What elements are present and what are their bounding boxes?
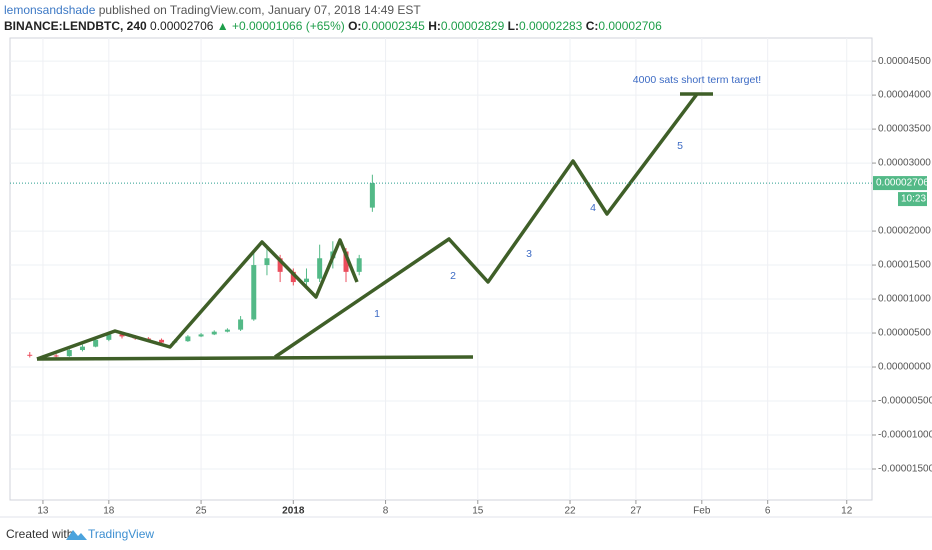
x-tick-label: 25: [196, 506, 208, 517]
annotation: 1: [374, 308, 380, 320]
y-tick-label: 0.00000500: [878, 328, 931, 339]
annotation: 4: [590, 202, 596, 214]
footer-text: Created with: [6, 527, 73, 541]
ohlc-label: H:: [428, 19, 441, 33]
plot-frame: [9, 37, 873, 501]
x-tick-label: 12: [841, 506, 853, 517]
annotation: 2: [450, 270, 456, 282]
candle-body: [159, 339, 165, 343]
annotation: 5: [677, 140, 683, 152]
candle-body: [343, 251, 349, 272]
last-price-label: 0.00002706: [876, 178, 929, 189]
published: published on TradingView.com, January 07…: [98, 3, 421, 17]
ohlc-label: C:: [585, 19, 599, 33]
x-tick-label: 6: [765, 506, 771, 517]
candle-body: [303, 278, 309, 283]
ohlc-label: L:: [507, 19, 519, 33]
candle-body: [224, 329, 230, 332]
candle-body: [185, 336, 191, 342]
ohlc-value: 0.00002706: [598, 19, 662, 33]
candle-body: [356, 258, 362, 272]
y-tick-label: 0.00003000: [878, 158, 931, 169]
logo: [66, 530, 87, 540]
countdown-box: [898, 192, 927, 207]
candle-body: [93, 339, 99, 347]
x-tick-label: 13: [37, 506, 49, 517]
x-tick-label: 15: [472, 506, 484, 517]
x-tick-label: Feb: [693, 506, 711, 517]
candle-body: [211, 331, 217, 335]
y-tick-label: -0.00000500: [878, 396, 932, 407]
candle-body: [369, 183, 375, 208]
header: lemonsandshade published on TradingView.…: [4, 2, 662, 34]
author[interactable]: lemonsandshade: [4, 3, 96, 17]
annotation: 3: [526, 248, 532, 260]
wave-drawing: [274, 92, 699, 359]
candle-body: [238, 319, 244, 330]
x-tick-label: 18: [103, 506, 115, 517]
base-drawing: [36, 355, 474, 361]
footer-brand[interactable]: TradingView: [88, 527, 154, 541]
ohlc-value: 0.00002345: [361, 19, 425, 33]
countdown-label: 10:23: [901, 194, 926, 205]
x-tick-label: 2018: [282, 506, 305, 517]
drawings: [36, 92, 713, 361]
y-tick-label: -0.00001000: [878, 430, 932, 441]
candle-body: [79, 346, 85, 351]
y-tick-label: 0.00004000: [878, 90, 931, 101]
trend-drawing: [36, 238, 359, 361]
candle-body: [66, 350, 72, 357]
x-tick-label: 27: [630, 506, 642, 517]
y-tick-label: -0.00001500: [878, 464, 932, 475]
candle-body: [53, 355, 59, 357]
ohlc-label: O:: [348, 19, 362, 33]
y-tick-label: 0.00000000: [878, 362, 931, 373]
candle-body: [290, 271, 296, 283]
ohlc-value: 0.00002283: [518, 19, 583, 33]
candle-body: [106, 334, 112, 340]
ohlc-value: 0.00002829: [440, 19, 505, 33]
candle-body: [198, 334, 204, 337]
change: ▲ +0.00001066 (+65%): [216, 19, 345, 33]
annotation: 4000 sats short term target!: [633, 74, 761, 86]
last-price-box: [873, 176, 927, 191]
candle-body: [27, 354, 33, 356]
candle-body: [119, 334, 125, 337]
y-tick-label: 0.00001500: [878, 260, 931, 271]
x-tick-label: 8: [383, 506, 389, 517]
y-tick-label: 0.00002000: [878, 226, 931, 237]
candle-body: [264, 258, 270, 266]
last: 0.00002706: [150, 19, 214, 33]
symbol: BINANCE:LENDBTC, 240: [4, 19, 147, 33]
y-tick-label: 0.00004500: [878, 56, 931, 67]
x-tick-label: 22: [564, 506, 576, 517]
y-tick-label: 0.00001000: [878, 294, 931, 305]
candle-body: [277, 258, 283, 272]
candle-body: [317, 258, 323, 279]
candle-body: [251, 265, 257, 320]
y-tick-label: 0.00003500: [878, 124, 931, 135]
